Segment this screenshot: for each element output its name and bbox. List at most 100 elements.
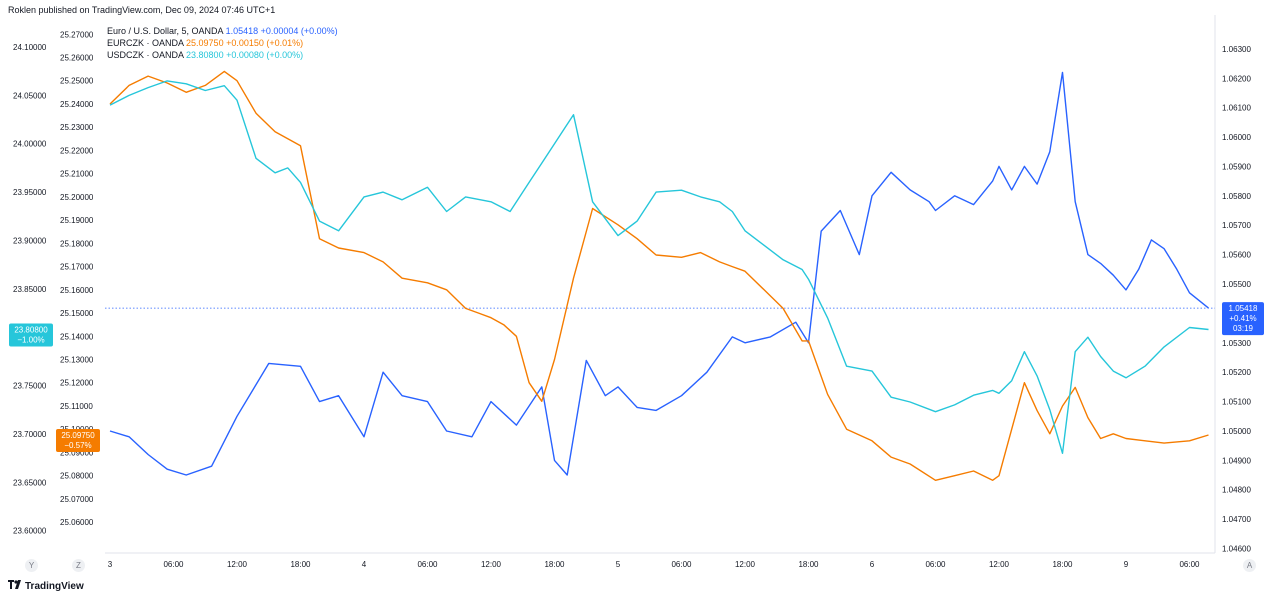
y-tick-label-eurusd: 1.05500 xyxy=(1222,280,1251,289)
legend-value: 1.05418 xyxy=(225,26,259,36)
y-tick-label-usdczk: 23.85000 xyxy=(13,285,47,294)
x-tick-label: 12:00 xyxy=(481,560,502,569)
x-tick-label: 4 xyxy=(362,560,367,569)
y-tick-label-usdczk: 24.05000 xyxy=(13,91,47,100)
price-badge-text-eurczk: −0.57% xyxy=(64,441,91,450)
price-badge-text-eurczk: 25.09750 xyxy=(61,431,95,440)
y-tick-label-usdczk: 23.65000 xyxy=(13,478,47,487)
legend-row-eurusd[interactable]: Euro / U.S. Dollar, 5, OANDA 1.05418 +0.… xyxy=(107,25,338,37)
y-tick-label-eurczk: 25.23000 xyxy=(60,123,94,132)
y-tick-label-eurczk: 25.17000 xyxy=(60,263,94,272)
x-tick-label: 18:00 xyxy=(1052,560,1073,569)
chart-legend: Euro / U.S. Dollar, 5, OANDA 1.05418 +0.… xyxy=(107,25,338,61)
y-tick-label-eurczk: 25.09000 xyxy=(60,448,94,457)
x-tick-label: 06:00 xyxy=(417,560,438,569)
x-tick-label: 6 xyxy=(870,560,875,569)
legend-change: +0.00004 (+0.00%) xyxy=(260,26,338,36)
series-line-usdczk xyxy=(109,80,1209,454)
x-tick-label: 06:00 xyxy=(163,560,184,569)
legend-row-usdczk[interactable]: USDCZK · OANDA 23.80800 +0.00080 (+0.00%… xyxy=(107,49,338,61)
x-tick-label: 18:00 xyxy=(290,560,311,569)
footer-brand[interactable]: TradingView xyxy=(8,580,84,592)
series-line-eurusd xyxy=(109,71,1209,476)
y-tick-label-eurczk: 25.11000 xyxy=(60,402,93,411)
series-line-eurczk xyxy=(109,70,1209,481)
legend-name: EURCZK · OANDA xyxy=(107,38,184,48)
x-tick-label: 5 xyxy=(616,560,621,569)
price-badge-eurczk xyxy=(56,429,100,453)
y-tick-label-eurczk: 25.13000 xyxy=(60,356,94,365)
y-tick-label-eurusd: 1.05200 xyxy=(1222,368,1251,377)
y-tick-label-eurusd: 1.04900 xyxy=(1222,456,1251,465)
y-tick-label-eurusd: 1.05000 xyxy=(1222,427,1251,436)
y-tick-label-eurczk: 25.18000 xyxy=(60,239,94,248)
corner-button-y[interactable]: Y xyxy=(25,559,38,572)
corner-button-a[interactable]: A xyxy=(1243,559,1256,572)
x-tick-label: 18:00 xyxy=(798,560,819,569)
price-badge-usdczk xyxy=(9,323,53,347)
price-badge-text-eurusd: 03:19 xyxy=(1233,324,1254,333)
y-tick-label-eurczk: 25.15000 xyxy=(60,309,94,318)
y-tick-label-usdczk: 23.70000 xyxy=(13,430,47,439)
y-tick-label-eurusd: 1.04600 xyxy=(1222,545,1251,554)
y-tick-label-eurusd: 1.04800 xyxy=(1222,486,1251,495)
x-tick-label: 9 xyxy=(1124,560,1129,569)
y-tick-label-eurusd: 1.05700 xyxy=(1222,221,1251,230)
y-tick-label-eurusd: 1.05800 xyxy=(1222,192,1251,201)
y-tick-label-eurczk: 25.19000 xyxy=(60,216,94,225)
y-tick-label-eurusd: 1.06100 xyxy=(1222,104,1251,113)
legend-value: 25.09750 xyxy=(186,38,224,48)
x-tick-label: 3 xyxy=(108,560,113,569)
y-tick-label-usdczk: 23.95000 xyxy=(13,188,47,197)
y-tick-label-eurusd: 1.05900 xyxy=(1222,162,1251,171)
y-tick-label-eurusd: 1.04700 xyxy=(1222,515,1251,524)
price-badge-text-eurusd: +0.41% xyxy=(1229,314,1256,323)
y-tick-label-eurczk: 25.25000 xyxy=(60,77,94,86)
y-tick-label-usdczk: 23.60000 xyxy=(13,527,47,536)
legend-value: 23.80800 xyxy=(186,50,224,60)
footer-brand-label: TradingView xyxy=(25,581,84,592)
y-tick-label-usdczk: 23.75000 xyxy=(13,382,47,391)
y-tick-label-eurczk: 25.27000 xyxy=(60,30,94,39)
y-tick-label-eurusd: 1.05300 xyxy=(1222,339,1251,348)
legend-name: USDCZK · OANDA xyxy=(107,50,184,60)
y-tick-label-eurczk: 25.08000 xyxy=(60,472,94,481)
x-tick-label: 12:00 xyxy=(735,560,756,569)
y-tick-label-usdczk: 24.00000 xyxy=(13,140,47,149)
y-tick-label-eurusd: 1.05600 xyxy=(1222,251,1251,260)
price-badge-text-usdczk: 23.80800 xyxy=(14,325,48,334)
legend-name: Euro / U.S. Dollar, 5, OANDA xyxy=(107,26,224,36)
price-badge-text-usdczk: −1.00% xyxy=(17,335,44,344)
x-tick-label: 18:00 xyxy=(544,560,565,569)
y-tick-label-eurczk: 25.06000 xyxy=(60,518,94,527)
y-tick-label-eurusd: 1.05400 xyxy=(1222,309,1251,318)
x-tick-label: 12:00 xyxy=(989,560,1010,569)
y-tick-label-eurczk: 25.20000 xyxy=(60,193,94,202)
y-tick-label-eurczk: 25.14000 xyxy=(60,332,94,341)
legend-row-eurczk[interactable]: EURCZK · OANDA 25.09750 +0.00150 (+0.01%… xyxy=(107,37,338,49)
y-tick-label-eurczk: 25.26000 xyxy=(60,53,94,62)
y-tick-label-eurczk: 25.24000 xyxy=(60,100,94,109)
corner-button-z[interactable]: Z xyxy=(72,559,85,572)
y-tick-label-usdczk: 23.80000 xyxy=(13,333,47,342)
y-tick-label-eurczk: 25.12000 xyxy=(60,379,94,388)
y-tick-label-eurczk: 25.21000 xyxy=(60,170,94,179)
x-tick-label: 06:00 xyxy=(1179,560,1200,569)
price-badge-eurusd xyxy=(1222,302,1264,336)
y-tick-label-usdczk: 24.10000 xyxy=(13,43,47,52)
legend-change: +0.00080 (+0.00%) xyxy=(226,50,304,60)
y-tick-label-eurusd: 1.05100 xyxy=(1222,398,1251,407)
x-tick-label: 06:00 xyxy=(671,560,692,569)
publisher-header: Roklen published on TradingView.com, Dec… xyxy=(8,5,276,15)
x-tick-label: 12:00 xyxy=(227,560,248,569)
tradingview-logo-icon xyxy=(8,580,22,592)
y-tick-label-eurczk: 25.07000 xyxy=(60,495,94,504)
y-tick-label-eurczk: 25.22000 xyxy=(60,146,94,155)
y-tick-label-eurusd: 1.06300 xyxy=(1222,45,1251,54)
y-tick-label-usdczk: 23.90000 xyxy=(13,236,47,245)
y-tick-label-eurusd: 1.06200 xyxy=(1222,74,1251,83)
y-tick-label-eurusd: 1.06000 xyxy=(1222,133,1251,142)
legend-change: +0.00150 (+0.01%) xyxy=(226,38,304,48)
price-badge-text-eurusd: 1.05418 xyxy=(1229,304,1258,313)
